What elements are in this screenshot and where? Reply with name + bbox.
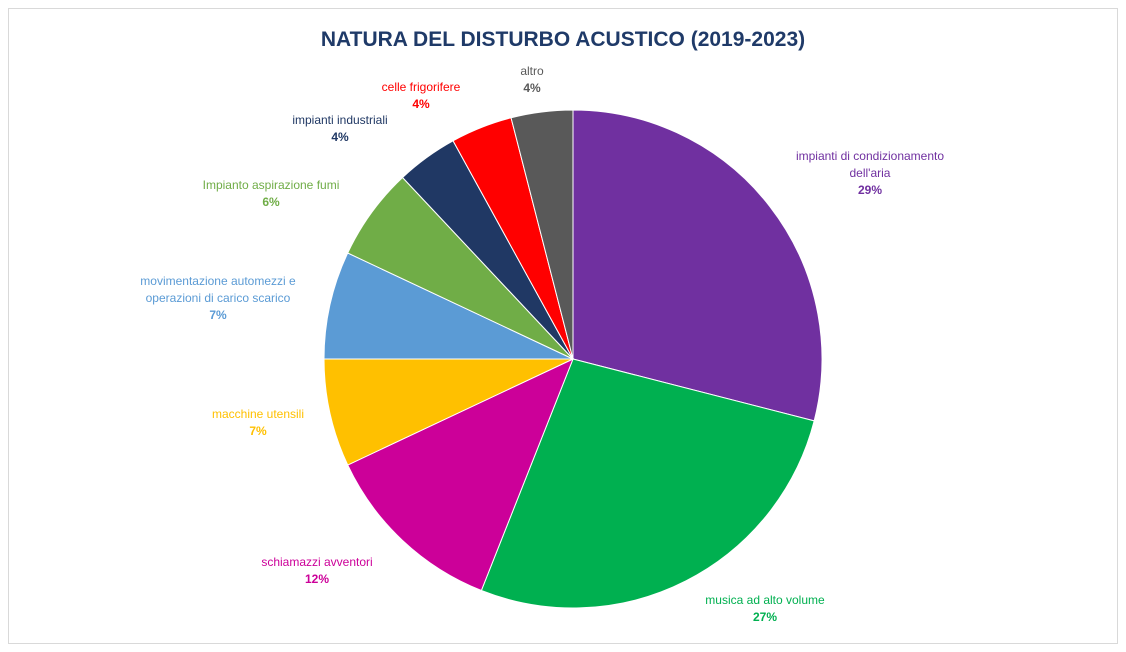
slice-label-line: altro (520, 64, 544, 78)
slice-label-line: dell'aria (850, 166, 891, 180)
slice-label-line: impianti industriali (292, 113, 387, 127)
slice-label: Impianto aspirazione fumi 6% (203, 178, 340, 209)
slice-label: schiamazzi avventori 12% (261, 555, 372, 586)
slice-percent: 27% (753, 610, 777, 624)
slice-label: musica ad alto volume 27% (705, 593, 825, 624)
chart-frame (8, 8, 1118, 644)
slice-percent: 4% (412, 97, 430, 111)
slice-label-line: schiamazzi avventori (261, 555, 372, 569)
slice-label-line: impianti di condizionamento (796, 149, 944, 163)
slice-label-line: operazioni di carico scarico (146, 291, 291, 305)
slice-label-line: macchine utensili (212, 407, 304, 421)
slice-label: impianti di condizionamento dell'aria 29% (796, 149, 944, 197)
pie-slice (323, 252, 574, 360)
slice-label-line: Impianto aspirazione fumi (203, 178, 340, 192)
chart-title: NATURA DEL DISTURBO ACUSTICO (2019-2023) (320, 28, 806, 51)
slice-label-line: movimentazione automezzi e (140, 274, 296, 288)
slice-label-line: musica ad alto volume (705, 593, 825, 607)
slice-label: movimentazione automezzi e operazioni di … (140, 274, 296, 322)
pie-slice (323, 358, 574, 466)
slice-percent: 6% (262, 195, 280, 209)
pie-slice (480, 358, 815, 609)
slice-percent: 12% (305, 572, 329, 586)
pie-slice (510, 109, 574, 360)
pie-slice (572, 109, 823, 422)
slice-label: impianti industriali 4% (292, 113, 387, 144)
slice-percent: 4% (331, 130, 349, 144)
slice-percent: 29% (858, 183, 882, 197)
slice-percent: 7% (209, 308, 227, 322)
pie-slice (347, 358, 574, 592)
slice-percent: 7% (249, 424, 267, 438)
slice-label: altro 4% (520, 64, 544, 95)
slice-percent: 4% (523, 81, 541, 95)
slice-label-line: celle frigorifere (382, 80, 461, 94)
slice-label: macchine utensili 7% (212, 407, 304, 438)
slice-label: celle frigorifere 4% (382, 80, 461, 111)
